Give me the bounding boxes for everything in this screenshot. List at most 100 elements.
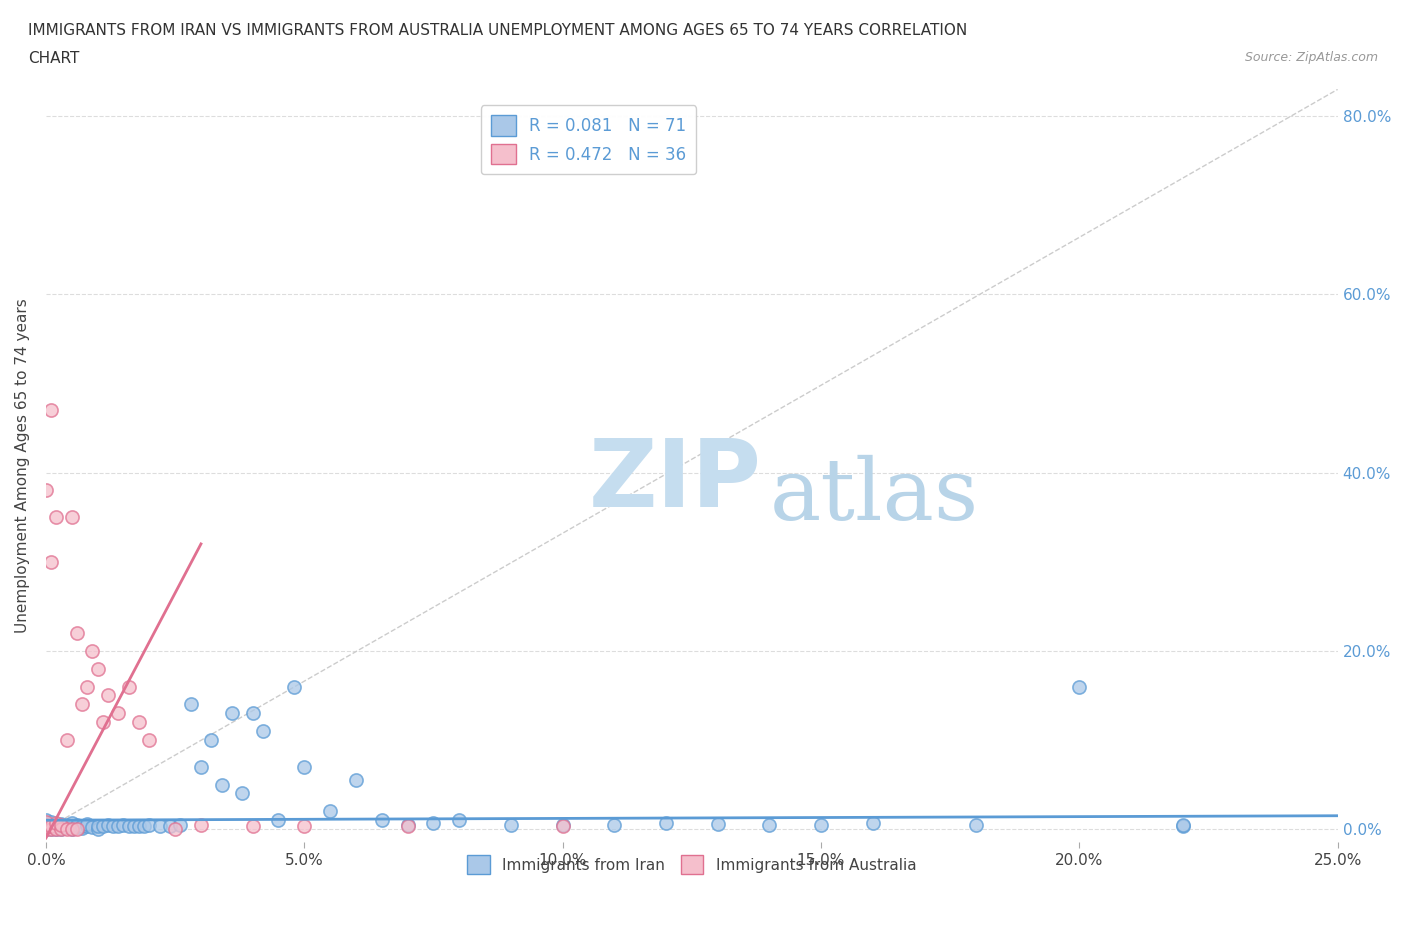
Point: [283, 679, 305, 694]
Point: [51, 822, 73, 837]
Point: [35, 815, 58, 830]
Point: [66, 822, 89, 837]
Point: [66, 820, 89, 835]
Point: [35, 819, 58, 834]
Point: [60, 819, 83, 834]
Point: [344, 773, 367, 788]
Point: [86, 661, 108, 676]
Point: [117, 679, 139, 694]
Point: [242, 706, 264, 721]
Point: [76, 679, 98, 694]
Point: [149, 818, 172, 833]
Point: [66, 817, 89, 832]
Point: [55, 733, 77, 748]
Point: [39, 819, 62, 834]
Text: atlas: atlas: [769, 455, 979, 538]
Point: [51, 817, 73, 832]
Text: IMMIGRANTS FROM IRAN VS IMMIGRANTS FROM AUSTRALIA UNEMPLOYMENT AMONG AGES 65 TO : IMMIGRANTS FROM IRAN VS IMMIGRANTS FROM …: [28, 23, 967, 38]
Point: [107, 706, 129, 721]
Point: [39, 822, 62, 837]
Point: [231, 786, 253, 801]
Point: [1171, 817, 1194, 832]
Point: [60, 816, 83, 830]
Point: [292, 759, 315, 774]
Point: [51, 817, 73, 831]
Point: [45, 822, 67, 837]
Point: [91, 715, 114, 730]
Point: [190, 759, 212, 774]
Point: [128, 715, 150, 730]
Point: [138, 817, 160, 832]
Y-axis label: Unemployment Among Ages 65 to 74 years: Unemployment Among Ages 65 to 74 years: [15, 299, 30, 633]
Text: CHART: CHART: [28, 51, 80, 66]
Point: [66, 626, 89, 641]
Point: [76, 819, 98, 834]
Point: [45, 822, 67, 837]
Point: [35, 820, 58, 835]
Point: [122, 819, 145, 834]
Point: [60, 510, 83, 525]
Point: [60, 822, 83, 837]
Point: [211, 777, 233, 792]
Legend: Immigrants from Iran, Immigrants from Australia: Immigrants from Iran, Immigrants from Au…: [461, 849, 922, 880]
Point: [551, 819, 574, 834]
Point: [655, 816, 678, 830]
Point: [39, 554, 62, 569]
Point: [1069, 679, 1091, 694]
Point: [35, 813, 58, 828]
Point: [70, 821, 93, 836]
Point: [82, 644, 104, 658]
Point: [292, 819, 315, 834]
Point: [35, 822, 58, 837]
Point: [107, 819, 129, 834]
Point: [39, 819, 62, 834]
Point: [169, 817, 191, 832]
Point: [499, 817, 522, 832]
Point: [101, 818, 124, 833]
Point: [45, 819, 67, 834]
Point: [180, 697, 202, 711]
Point: [86, 822, 108, 837]
Point: [128, 818, 150, 833]
Point: [165, 822, 187, 837]
Point: [112, 817, 135, 832]
Point: [35, 817, 58, 832]
Point: [551, 817, 574, 832]
Point: [51, 822, 73, 837]
Point: [200, 733, 222, 748]
Point: [706, 817, 728, 831]
Point: [91, 819, 114, 834]
Point: [70, 818, 93, 833]
Point: [371, 813, 394, 828]
Text: Source: ZipAtlas.com: Source: ZipAtlas.com: [1244, 51, 1378, 64]
Point: [60, 822, 83, 837]
Point: [45, 510, 67, 525]
Point: [758, 817, 780, 832]
Point: [39, 403, 62, 418]
Point: [396, 817, 419, 832]
Point: [117, 818, 139, 833]
Point: [55, 817, 77, 832]
Point: [35, 817, 58, 831]
Point: [55, 822, 77, 837]
Point: [39, 815, 62, 830]
Point: [267, 813, 290, 828]
Point: [45, 817, 67, 832]
Point: [97, 817, 120, 832]
Point: [51, 818, 73, 833]
Point: [190, 817, 212, 832]
Point: [221, 706, 243, 721]
Point: [35, 483, 58, 498]
Point: [1171, 819, 1194, 834]
Point: [396, 819, 419, 834]
Point: [86, 818, 108, 833]
Point: [242, 818, 264, 833]
Point: [862, 816, 884, 830]
Point: [55, 820, 77, 835]
Point: [39, 817, 62, 832]
Point: [97, 688, 120, 703]
Point: [45, 816, 67, 830]
Point: [138, 733, 160, 748]
Text: ZIP: ZIP: [589, 435, 761, 527]
Point: [603, 817, 626, 832]
